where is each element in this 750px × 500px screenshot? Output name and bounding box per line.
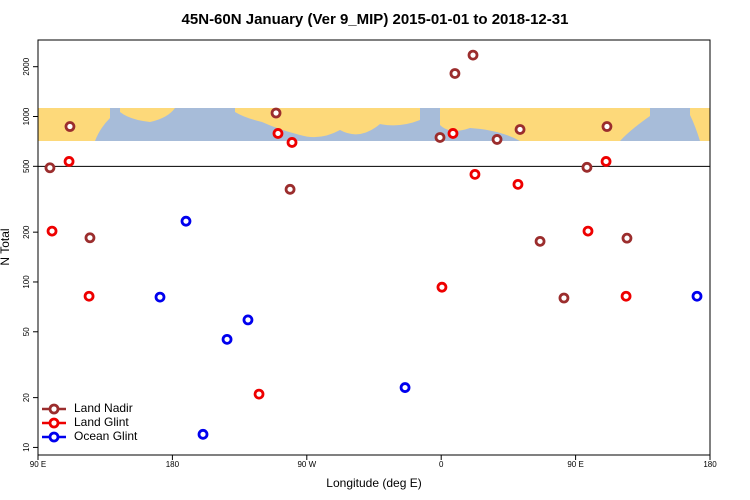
point bbox=[467, 49, 479, 61]
point bbox=[581, 161, 593, 173]
point bbox=[558, 292, 570, 304]
point bbox=[436, 281, 448, 293]
point bbox=[270, 107, 282, 119]
point bbox=[84, 232, 96, 244]
point bbox=[63, 156, 75, 167]
y-axis-label: N Total bbox=[0, 228, 12, 265]
y-tick-label: 1000 bbox=[22, 107, 31, 125]
point bbox=[621, 232, 633, 244]
x-tick-label: 180 bbox=[166, 460, 180, 469]
legend-marker bbox=[48, 431, 60, 443]
point bbox=[434, 132, 446, 143]
point bbox=[514, 124, 526, 135]
plot-frame bbox=[37, 39, 711, 456]
x-axis-label: Longitude (deg E) bbox=[326, 476, 421, 490]
legend-label: Land Glint bbox=[74, 415, 129, 429]
point bbox=[447, 128, 459, 139]
legend-label: Ocean Glint bbox=[74, 429, 138, 443]
x-tick-label: 0 bbox=[439, 460, 444, 469]
point bbox=[154, 291, 166, 303]
point bbox=[512, 178, 524, 190]
point bbox=[284, 183, 296, 195]
legend-marker bbox=[48, 403, 60, 415]
point bbox=[221, 333, 233, 345]
map-strip bbox=[38, 108, 710, 141]
point bbox=[399, 382, 411, 393]
point bbox=[601, 121, 613, 132]
x-tick-label: 90 E bbox=[30, 460, 46, 469]
point bbox=[46, 225, 58, 237]
y-tick-label: 200 bbox=[22, 225, 31, 239]
point bbox=[600, 156, 612, 167]
point bbox=[242, 314, 254, 326]
chart-title: 45N-60N January (Ver 9_MIP) 2015-01-01 t… bbox=[182, 11, 569, 28]
x-tick-label: 180 bbox=[703, 460, 717, 469]
y-tick-label: 500 bbox=[22, 159, 31, 173]
point bbox=[449, 68, 461, 79]
point bbox=[491, 134, 503, 145]
point bbox=[272, 128, 284, 139]
point bbox=[83, 290, 95, 302]
point bbox=[582, 225, 594, 237]
point bbox=[469, 168, 481, 180]
x-tick-label: 90 W bbox=[297, 460, 316, 469]
y-tick-label: 100 bbox=[22, 275, 31, 289]
point bbox=[286, 137, 298, 148]
point bbox=[64, 121, 76, 132]
point bbox=[44, 162, 56, 174]
point bbox=[197, 428, 209, 440]
point bbox=[691, 290, 703, 302]
point bbox=[253, 388, 265, 400]
y-tick-label: 10 bbox=[22, 442, 31, 451]
x-tick-label: 90 E bbox=[567, 460, 583, 469]
point bbox=[534, 235, 546, 247]
point bbox=[180, 215, 192, 227]
y-tick-label: 50 bbox=[22, 327, 31, 336]
legend-label: Land Nadir bbox=[74, 401, 133, 415]
legend-marker bbox=[48, 417, 60, 429]
y-tick-label: 20 bbox=[22, 393, 31, 402]
point bbox=[620, 290, 632, 302]
y-tick-label: 2000 bbox=[22, 57, 31, 75]
